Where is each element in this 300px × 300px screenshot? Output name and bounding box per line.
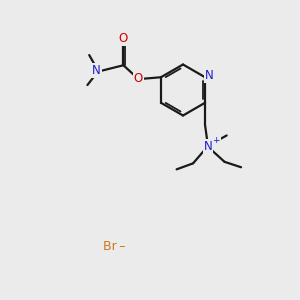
- Text: +: +: [212, 136, 220, 146]
- Text: O: O: [119, 32, 128, 45]
- Text: O: O: [134, 72, 143, 85]
- Text: N: N: [205, 69, 213, 82]
- Text: Br –: Br –: [103, 239, 125, 253]
- Text: N: N: [204, 140, 212, 153]
- Text: N: N: [92, 64, 101, 77]
